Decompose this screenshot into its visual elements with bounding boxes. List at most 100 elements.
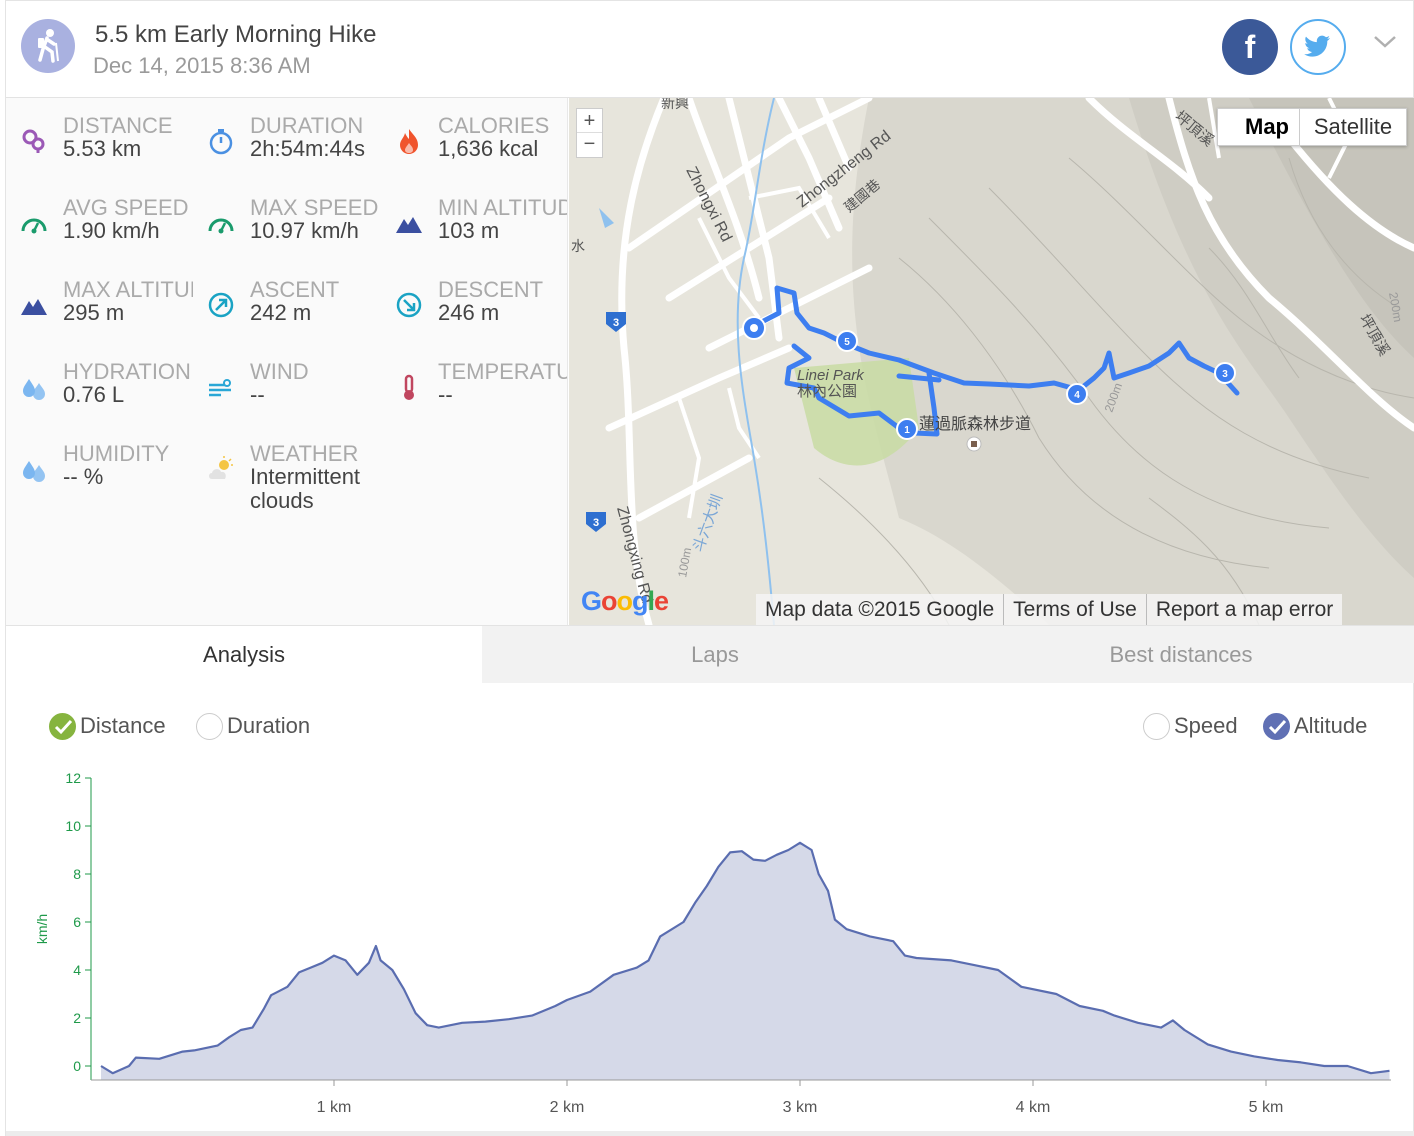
route-pin-icon [20,127,48,155]
zoom-out-button[interactable]: − [583,133,596,155]
stat-duration: DURATION 2h:54m:44s [193,113,380,183]
stat-label: MAX SPEED [250,195,379,220]
stat-distance: DISTANCE 5.53 km [6,113,193,183]
stat-calories: CALORIES 1,636 kcal [381,113,567,183]
descent-icon [395,291,423,319]
y-tick-label: 12 [65,770,81,786]
stat-hydration: HYDRATION 0.76 L [6,359,193,429]
stat-label: AVG SPEED [63,195,189,220]
x-tick-label: 3 km [783,1099,818,1116]
stat-humidity: HUMIDITY -- % [6,441,193,511]
lap-marker-1[interactable]: 1 [904,425,910,436]
stat-label: HUMIDITY [63,441,170,466]
google-logo: Google [581,586,669,616]
stat-descent: DESCENT 246 m [381,277,567,347]
water-drops-icon [20,373,48,401]
stat-label: DURATION [250,113,364,138]
stat-label: WIND [250,359,309,384]
zoom-in-button[interactable]: + [577,109,602,133]
lap-marker-3[interactable]: 3 [1222,369,1228,380]
radio-unchecked-icon[interactable] [196,712,223,740]
stat-value: 1.90 km/h [63,218,160,243]
stat-value: 295 m [63,300,125,325]
stat-label: TEMPERATURE [438,359,567,384]
speed-option-label: Speed [1174,713,1238,738]
stat-value: -- % [63,464,104,489]
checkmark-icon[interactable] [1263,712,1290,740]
lap-marker-5[interactable]: 5 [844,337,850,348]
activity-card: 5.5 km Early Morning Hike Dec 14, 2015 8… [5,0,1414,1136]
y-tick-label: 6 [73,914,81,930]
lap-marker-4[interactable]: 4 [1074,390,1080,401]
mountain-icon [395,209,423,237]
y-tick-label: 4 [73,962,81,978]
stat-value: 246 m [438,300,500,325]
y-tick-label: 2 [73,1010,81,1026]
stat-weather: WEATHER Intermittent clouds [193,441,380,521]
hiker-icon [21,19,75,73]
stopwatch-icon [207,127,235,155]
road-shield-3a: 3 [613,317,619,329]
altitude-option[interactable]: Altitude [1263,711,1367,741]
stat-temperature: TEMPERATURE-- [381,359,567,429]
stats-panel: DISTANCE 5.53 km DURATION 2h:54m:44s CALORIE… [6,98,568,625]
stat-value: -- [438,382,453,407]
speed-line[interactable] [100,841,1390,1075]
speed-chart[interactable]: 0 2 4 6 8 10 12 1 km 2 km 3 km 4 km 5 km km/h [6,749,1414,1129]
radio-unchecked-icon[interactable] [1143,712,1170,740]
checkmark-icon[interactable] [49,712,76,740]
duration-option[interactable]: Duration [196,711,310,741]
stat-max-altitude: MAX ALTITUDE295 m [6,277,193,347]
chevron-down-icon[interactable] [1372,33,1398,51]
activity-header: 5.5 km Early Morning Hike Dec 14, 2015 8… [6,1,1413,98]
stat-value: Intermittent clouds [250,464,361,513]
map-label-park-en: Linei Park [797,367,865,384]
map-type-map-button[interactable]: Map [1218,109,1300,145]
map-label-xinxing: 新興 [661,98,689,111]
map-label-shui: 水 [571,238,585,254]
speedometer-icon [207,209,235,237]
stat-value: 10.97 km/h [250,218,359,243]
map-type-control: Map Satellite [1217,108,1407,146]
twitter-icon[interactable] [1290,19,1346,75]
mountain-icon [20,291,48,319]
stat-label: DISTANCE [63,113,173,138]
thermometer-icon [395,373,423,401]
terms-of-use-link[interactable]: Terms of Use [1003,594,1146,625]
stat-value: 242 m [250,300,312,325]
altitude-option-label: Altitude [1294,713,1368,738]
card-bottom-border [6,1131,1414,1136]
facebook-icon[interactable]: f [1222,19,1278,75]
tab-analysis[interactable]: Analysis [6,626,482,683]
stat-avg-speed: AVG SPEED 1.90 km/h [6,195,193,265]
stat-label: MAX ALTITUDE [63,277,193,302]
map-label-trail: 蓮過脈森林步道 [919,415,1031,433]
tab-laps[interactable]: Laps [482,626,948,683]
distance-option-label: Distance [80,713,166,738]
stat-value: 1,636 kcal [438,136,539,161]
x-tick-label: 1 km [317,1099,352,1116]
speed-option[interactable]: Speed [1143,711,1238,741]
map-type-satellite-button[interactable]: Satellite [1313,114,1393,139]
stat-value: 103 m [438,218,500,243]
distance-option[interactable]: Distance [49,711,166,741]
y-tick-label: 10 [65,818,81,834]
stat-max-speed: MAX SPEED 10.97 km/h [193,195,380,265]
stat-label: ASCENT [250,277,340,302]
stat-wind: WIND -- [193,359,380,429]
map-canvas[interactable]: Zhongzheng Rd Zhongxi Rd Zhongxing Rd Li… [569,98,1414,625]
map-data-attribution: Map data ©2015 Google [765,598,995,621]
ascent-icon [207,291,235,319]
activity-date: Dec 14, 2015 8:36 AM [93,53,311,78]
water-drops-icon [20,455,48,483]
zoom-control: + − [576,108,603,158]
tab-best-distances[interactable]: Best distances [948,626,1414,683]
stat-value: 2h:54m:44s [250,136,365,161]
x-tick-label: 4 km [1016,1099,1051,1116]
stat-value: -- [250,382,265,407]
route-map[interactable]: Zhongzheng Rd Zhongxi Rd Zhongxing Rd Li… [569,98,1414,625]
report-map-error-link[interactable]: Report a map error [1145,594,1342,625]
analysis-tabs: Analysis Laps Best distances [6,625,1414,683]
wind-icon [207,373,235,401]
map-label-contour-200b: 200m [1386,291,1405,323]
